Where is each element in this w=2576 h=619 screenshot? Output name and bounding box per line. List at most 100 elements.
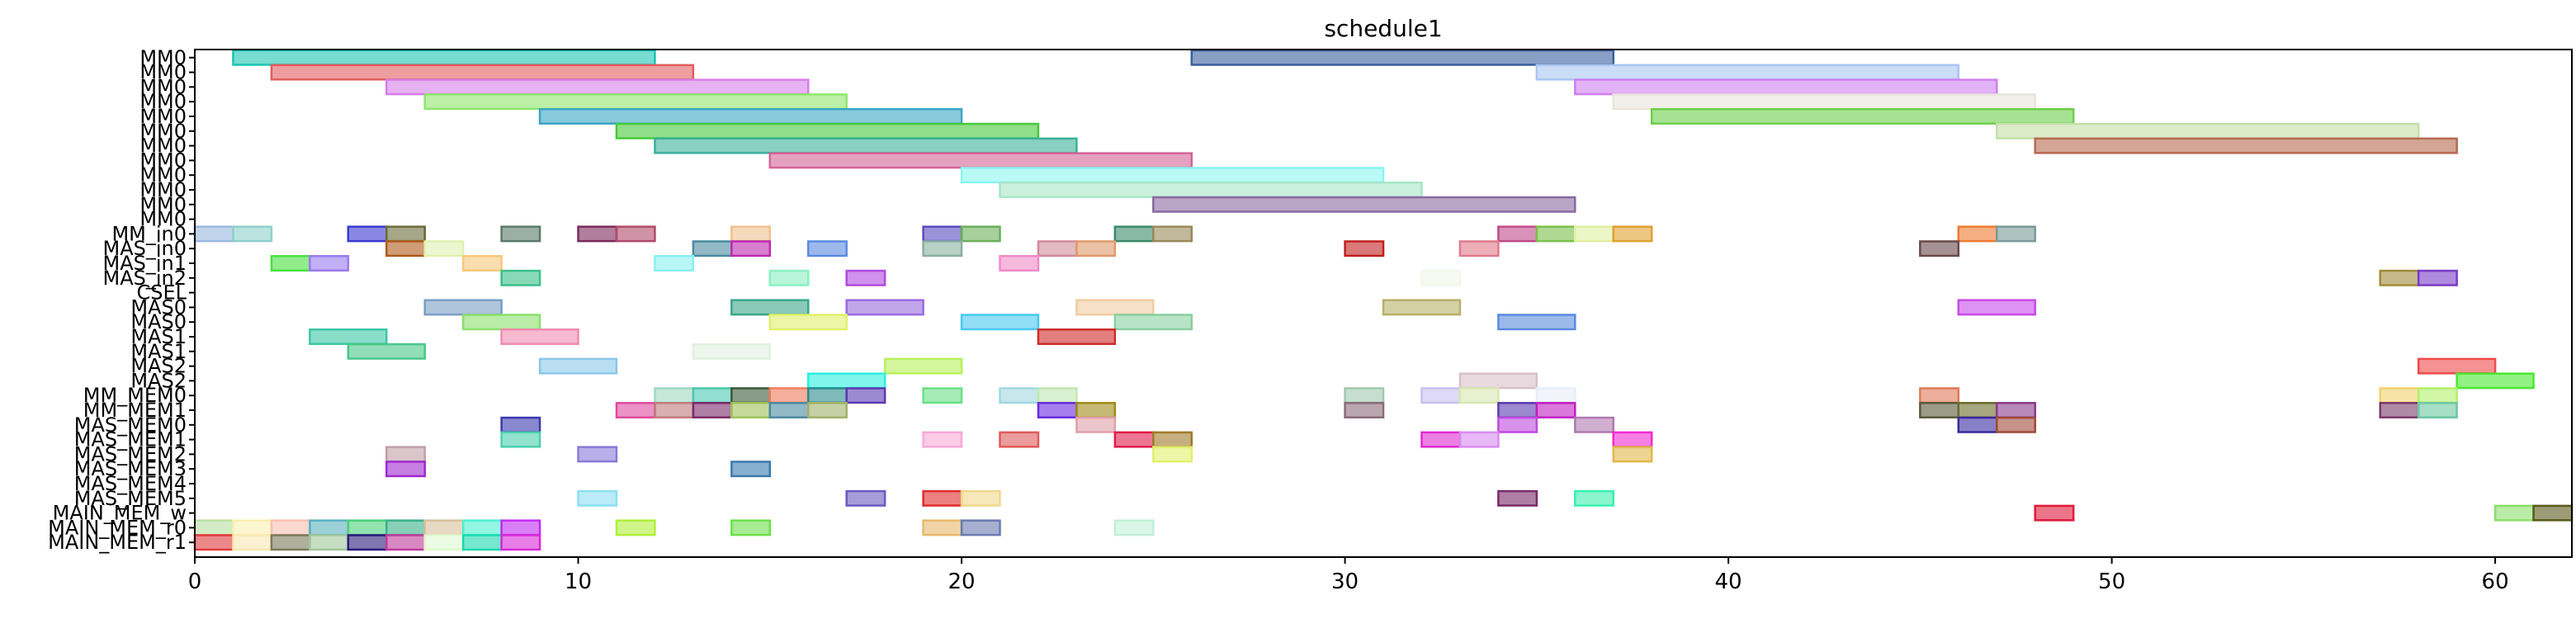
gantt-bar-141 xyxy=(193,519,234,536)
x-tick-label-6: 60 xyxy=(2482,569,2509,594)
gantt-bar-63 xyxy=(1957,299,2036,316)
gantt-bar-2 xyxy=(270,64,695,81)
gantt-bar-149 xyxy=(500,519,541,536)
x-tick-label-0: 0 xyxy=(188,569,202,594)
gantt-bar-62 xyxy=(1382,299,1462,316)
y-tick-label-9: MM0 xyxy=(139,178,187,201)
gantt-bar-37 xyxy=(423,240,465,258)
gantt-bar-123 xyxy=(1420,431,1462,448)
gantt-bar-85 xyxy=(845,387,886,404)
y-tick-label-0: MM0 xyxy=(139,46,187,69)
gantt-bar-65 xyxy=(768,314,848,331)
gantt-bar-119 xyxy=(922,431,963,448)
gantt-bar-14 xyxy=(768,152,1193,169)
gantt-bar-12 xyxy=(654,137,1078,154)
gantt-bar-51 xyxy=(999,255,1040,272)
gantt-bar-36 xyxy=(385,240,426,258)
x-tick-label-1: 10 xyxy=(565,569,592,594)
gantt-bar-60 xyxy=(845,299,924,316)
y-tick-label-23: MM_MEM0 xyxy=(83,384,187,407)
gantt-bar-124 xyxy=(1458,431,1500,448)
y-tick-label-2: MM0 xyxy=(139,75,187,98)
gantt-bar-55 xyxy=(1420,269,1462,286)
y-tick-label-21: MAS2 xyxy=(130,355,187,378)
gantt-bar-143 xyxy=(270,519,311,536)
gantt-bar-23 xyxy=(577,225,618,243)
gantt-bar-126 xyxy=(385,446,426,463)
gantt-bar-157 xyxy=(270,534,311,551)
y-tick-label-33: MAIN_MEM_r1 xyxy=(48,531,187,554)
gantt-bar-88 xyxy=(1037,387,1078,404)
x-tick-label-4: 40 xyxy=(1715,569,1742,594)
gantt-bar-22 xyxy=(500,225,541,243)
gantt-bar-137 xyxy=(1574,489,1614,507)
gantt-bar-19 xyxy=(232,225,273,243)
y-tick-label-27: MAS_MEM2 xyxy=(74,442,187,465)
gantt-bar-140 xyxy=(2532,504,2574,522)
gantt-bar-108 xyxy=(1957,402,1998,418)
y-tick-label-15: MAS_in2 xyxy=(102,267,187,290)
y-tick-label-18: MAS0 xyxy=(130,310,187,333)
gantt-bar-117 xyxy=(1995,416,2036,433)
gantt-bar-113 xyxy=(1075,416,1117,433)
gantt-bar-130 xyxy=(385,461,426,478)
y-tick-label-29: MAS_MEM4 xyxy=(74,472,187,495)
gantt-bar-69 xyxy=(309,328,388,345)
gantt-bar-106 xyxy=(1535,402,1576,418)
gantt-bar-32 xyxy=(1574,225,1614,243)
gantt-bar-78 xyxy=(1458,372,1539,390)
gantt-bar-53 xyxy=(768,269,810,286)
y-tick-label-12: MM_in0 xyxy=(111,222,187,245)
gantt-bar-28 xyxy=(1113,225,1155,243)
gantt-bar-29 xyxy=(1152,225,1193,243)
y-tick-label-16: CSEL xyxy=(136,281,187,305)
gantt-bar-71 xyxy=(1037,328,1117,345)
gantt-bar-11 xyxy=(1995,122,2420,139)
gantt-bar-6 xyxy=(423,93,848,111)
gantt-bar-34 xyxy=(1957,225,1998,243)
y-tick-label-6: MM0 xyxy=(139,135,187,158)
gantt-bar-128 xyxy=(1152,446,1193,463)
gantt-bar-112 xyxy=(500,416,541,433)
gantt-bar-8 xyxy=(538,108,963,125)
x-axis-ticks: 0 10 20 30 40 50 60 xyxy=(188,557,2509,594)
gantt-bar-96 xyxy=(615,402,656,418)
y-tick-label-28: MAS_MEM3 xyxy=(74,457,187,480)
gantt-bar-30 xyxy=(1497,225,1539,243)
gantt-bar-145 xyxy=(347,519,388,536)
gantt-bar-115 xyxy=(1574,416,1614,433)
x-tick-label-2: 20 xyxy=(948,569,975,594)
y-tick-label-20: MAS1 xyxy=(130,340,187,363)
gantt-bar-31 xyxy=(1535,225,1576,243)
gantt-bar-81 xyxy=(692,387,733,404)
gantt-bar-111 xyxy=(2417,402,2458,418)
gantt-bar-121 xyxy=(1113,431,1155,448)
gantt-bar-44 xyxy=(1344,240,1385,258)
y-tick-label-24: MM_MEM1 xyxy=(83,399,187,422)
gantt-bar-58 xyxy=(423,299,503,316)
y-tick-label-14: MAS_in1 xyxy=(102,252,187,275)
gantt-bar-56 xyxy=(2379,269,2420,286)
gantt-bar-93 xyxy=(1919,387,1960,404)
gantt-bar-10 xyxy=(615,122,1040,139)
gantt-bar-162 xyxy=(461,534,503,551)
gantt-bar-46 xyxy=(1919,240,1960,258)
gantt-bar-103 xyxy=(1075,402,1117,418)
y-tick-label-4: MM0 xyxy=(139,105,187,128)
gantt-bar-64 xyxy=(461,314,541,331)
gantt-bar-26 xyxy=(922,225,963,243)
gantt-bar-39 xyxy=(730,240,772,258)
gantt-bar-86 xyxy=(922,387,963,404)
gantt-bar-16 xyxy=(999,182,1423,198)
gantt-bar-48 xyxy=(309,255,350,272)
gantt-bar-154 xyxy=(1113,519,1155,536)
y-tick-label-1: MM0 xyxy=(139,61,187,84)
gantt-bar-146 xyxy=(385,519,426,536)
gantt-bar-17 xyxy=(1152,196,1576,213)
gantt-bar-20 xyxy=(347,225,388,243)
gantt-bar-127 xyxy=(577,446,618,463)
gantt-bar-54 xyxy=(845,269,886,286)
gantt-bar-3 xyxy=(1535,64,1960,81)
gantt-bar-87 xyxy=(999,387,1040,404)
gantt-bar-155 xyxy=(193,534,234,551)
